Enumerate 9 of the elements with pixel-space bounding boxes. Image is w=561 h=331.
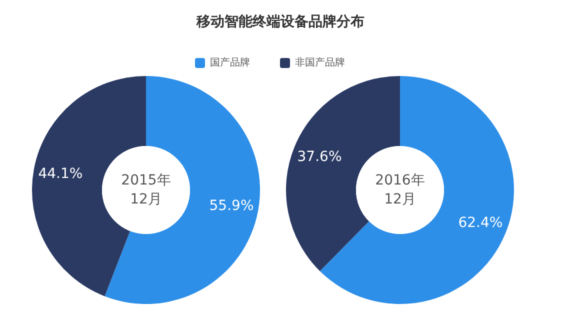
data-label: 37.6% — [297, 148, 342, 165]
legend-label: 非国产品牌 — [295, 56, 345, 69]
chart-title: 移动智能终端设备品牌分布 — [196, 14, 364, 30]
text: 2016年 12月 — [375, 172, 425, 208]
data-label: 55.9% — [209, 198, 254, 214]
data-label: 44.1% — [38, 166, 83, 182]
text: 2015年 12月 — [121, 172, 171, 208]
legend-label: 国产品牌 — [210, 56, 250, 69]
data-label: 62.4% — [458, 214, 503, 231]
